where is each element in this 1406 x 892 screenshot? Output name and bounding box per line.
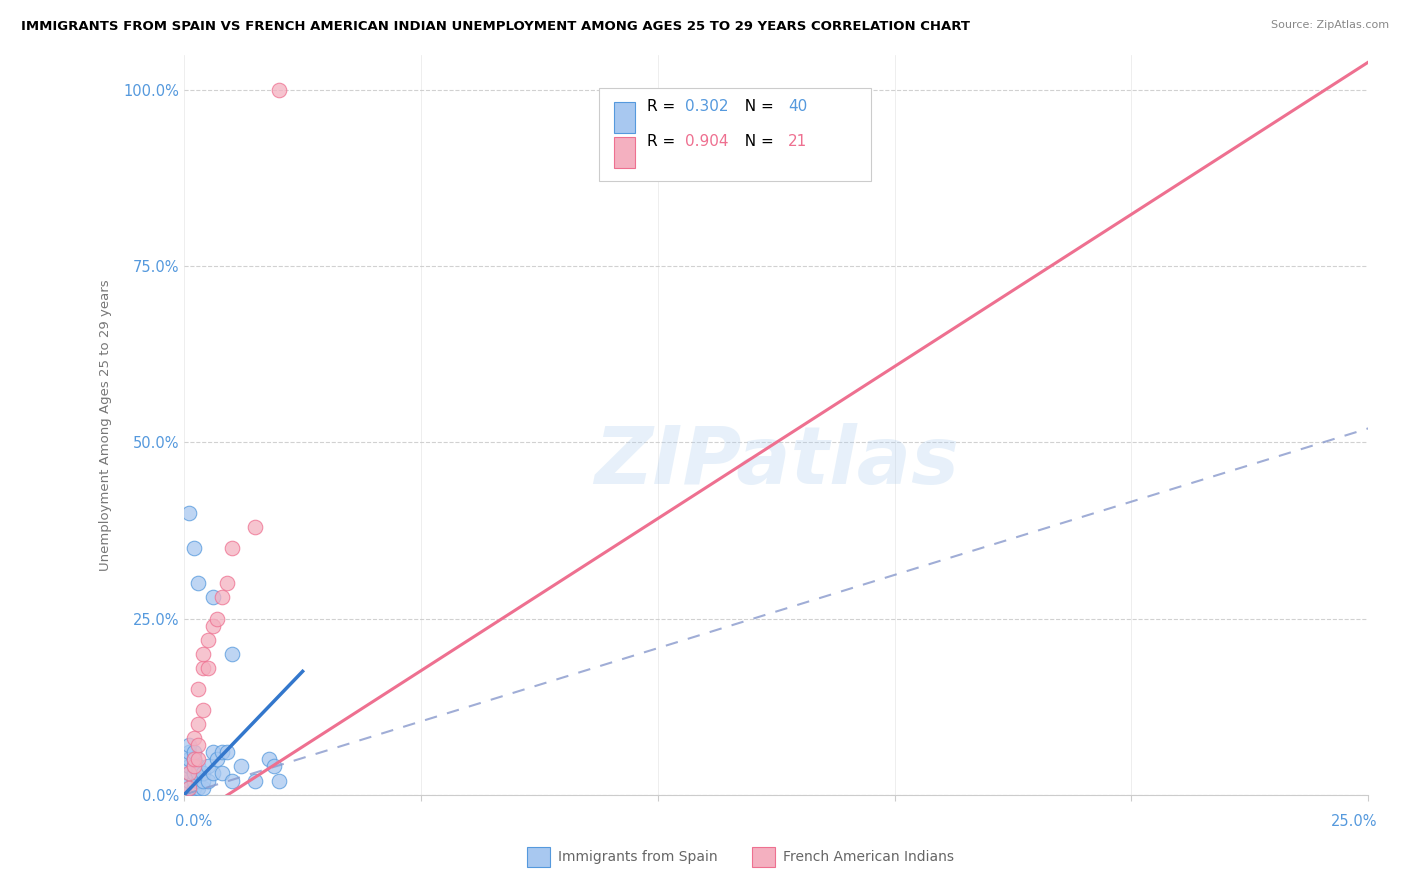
Point bbox=[187, 717, 209, 731]
Point bbox=[177, 773, 200, 788]
Point bbox=[191, 661, 214, 675]
Point bbox=[183, 731, 205, 746]
Point bbox=[191, 647, 214, 661]
Text: 0.904: 0.904 bbox=[685, 134, 728, 149]
Point bbox=[215, 745, 238, 759]
Point bbox=[177, 739, 200, 753]
Point bbox=[191, 766, 214, 780]
Point bbox=[267, 773, 290, 788]
Point bbox=[183, 752, 205, 766]
Point bbox=[201, 591, 224, 605]
Text: 0.0%: 0.0% bbox=[174, 814, 212, 830]
Point bbox=[183, 766, 205, 780]
Text: 0.302: 0.302 bbox=[685, 99, 728, 113]
Point bbox=[215, 576, 238, 591]
Point bbox=[221, 647, 243, 661]
Point bbox=[245, 773, 267, 788]
Text: R =: R = bbox=[647, 99, 681, 113]
Point bbox=[177, 745, 200, 759]
Point bbox=[197, 632, 219, 647]
Point bbox=[183, 759, 205, 773]
Point bbox=[187, 752, 209, 766]
Point bbox=[201, 618, 224, 632]
Point bbox=[177, 766, 200, 780]
Point bbox=[183, 780, 205, 795]
Point bbox=[221, 541, 243, 555]
Point bbox=[183, 752, 205, 766]
Point bbox=[183, 773, 205, 788]
Point bbox=[191, 703, 214, 717]
Point bbox=[177, 780, 200, 795]
FancyBboxPatch shape bbox=[599, 88, 870, 181]
Point bbox=[187, 759, 209, 773]
FancyBboxPatch shape bbox=[614, 137, 636, 169]
Point bbox=[211, 745, 233, 759]
Point bbox=[177, 780, 200, 795]
Text: IMMIGRANTS FROM SPAIN VS FRENCH AMERICAN INDIAN UNEMPLOYMENT AMONG AGES 25 TO 29: IMMIGRANTS FROM SPAIN VS FRENCH AMERICAN… bbox=[21, 20, 970, 33]
Point bbox=[201, 745, 224, 759]
Point bbox=[221, 773, 243, 788]
Text: Source: ZipAtlas.com: Source: ZipAtlas.com bbox=[1271, 20, 1389, 29]
Text: 40: 40 bbox=[787, 99, 807, 113]
Point bbox=[267, 83, 290, 97]
Point bbox=[177, 766, 200, 780]
Point bbox=[211, 591, 233, 605]
Point bbox=[207, 611, 229, 625]
Point bbox=[187, 773, 209, 788]
Text: Immigrants from Spain: Immigrants from Spain bbox=[558, 850, 718, 864]
Point bbox=[187, 681, 209, 696]
FancyBboxPatch shape bbox=[614, 102, 636, 133]
Point bbox=[211, 766, 233, 780]
Point bbox=[177, 759, 200, 773]
Point bbox=[177, 506, 200, 520]
Point bbox=[245, 520, 267, 534]
Point bbox=[183, 745, 205, 759]
Text: 25.0%: 25.0% bbox=[1331, 814, 1378, 830]
Text: N =: N = bbox=[735, 99, 779, 113]
Point bbox=[197, 759, 219, 773]
Point bbox=[187, 576, 209, 591]
Text: French American Indians: French American Indians bbox=[783, 850, 955, 864]
Point bbox=[187, 780, 209, 795]
Text: ZIPatlas: ZIPatlas bbox=[593, 423, 959, 500]
Point bbox=[263, 759, 285, 773]
Point bbox=[187, 739, 209, 753]
Point bbox=[191, 780, 214, 795]
Point bbox=[177, 752, 200, 766]
Point bbox=[191, 773, 214, 788]
Text: R =: R = bbox=[647, 134, 681, 149]
Text: N =: N = bbox=[735, 134, 779, 149]
Point bbox=[197, 661, 219, 675]
Text: 21: 21 bbox=[787, 134, 807, 149]
Point bbox=[183, 541, 205, 555]
Point bbox=[207, 752, 229, 766]
Point bbox=[201, 766, 224, 780]
Point bbox=[229, 759, 252, 773]
Point bbox=[197, 773, 219, 788]
Point bbox=[183, 759, 205, 773]
Point bbox=[187, 766, 209, 780]
Y-axis label: Unemployment Among Ages 25 to 29 years: Unemployment Among Ages 25 to 29 years bbox=[100, 279, 112, 571]
Point bbox=[177, 780, 200, 795]
Point bbox=[259, 752, 281, 766]
